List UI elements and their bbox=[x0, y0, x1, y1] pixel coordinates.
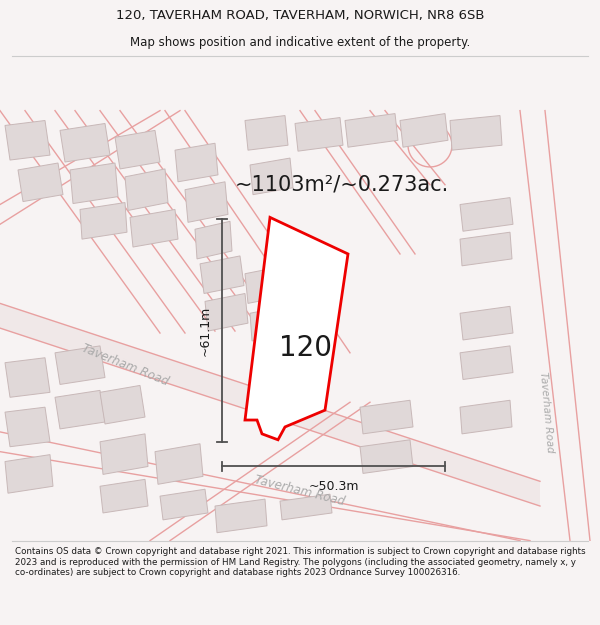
Polygon shape bbox=[5, 407, 50, 447]
Polygon shape bbox=[155, 444, 203, 484]
Polygon shape bbox=[100, 386, 145, 424]
Polygon shape bbox=[250, 158, 293, 194]
Polygon shape bbox=[200, 256, 244, 294]
Polygon shape bbox=[5, 454, 53, 493]
Polygon shape bbox=[55, 391, 105, 429]
Polygon shape bbox=[345, 114, 398, 148]
Polygon shape bbox=[295, 118, 343, 151]
Polygon shape bbox=[360, 400, 413, 434]
Polygon shape bbox=[130, 209, 178, 247]
Polygon shape bbox=[195, 221, 232, 259]
Text: Taverham Road: Taverham Road bbox=[80, 341, 170, 388]
Polygon shape bbox=[100, 434, 148, 474]
Text: 120: 120 bbox=[278, 334, 331, 362]
Polygon shape bbox=[115, 131, 160, 169]
Polygon shape bbox=[100, 479, 148, 513]
Polygon shape bbox=[400, 114, 448, 148]
Polygon shape bbox=[460, 306, 513, 340]
Polygon shape bbox=[185, 182, 228, 222]
Polygon shape bbox=[18, 163, 63, 201]
Polygon shape bbox=[55, 346, 105, 384]
Polygon shape bbox=[60, 124, 110, 162]
Polygon shape bbox=[245, 266, 288, 303]
Polygon shape bbox=[460, 346, 513, 379]
Polygon shape bbox=[460, 232, 512, 266]
Polygon shape bbox=[250, 306, 292, 341]
Text: ~50.3m: ~50.3m bbox=[308, 481, 359, 493]
Polygon shape bbox=[160, 489, 208, 520]
Text: Map shows position and indicative extent of the property.: Map shows position and indicative extent… bbox=[130, 36, 470, 49]
Text: Contains OS data © Crown copyright and database right 2021. This information is : Contains OS data © Crown copyright and d… bbox=[15, 548, 586, 577]
Polygon shape bbox=[245, 217, 348, 440]
Polygon shape bbox=[450, 116, 502, 150]
Polygon shape bbox=[5, 357, 50, 398]
Polygon shape bbox=[0, 303, 540, 506]
Text: 120, TAVERHAM ROAD, TAVERHAM, NORWICH, NR8 6SB: 120, TAVERHAM ROAD, TAVERHAM, NORWICH, N… bbox=[116, 9, 484, 22]
Polygon shape bbox=[205, 294, 248, 331]
Polygon shape bbox=[70, 163, 118, 204]
Polygon shape bbox=[460, 400, 512, 434]
Text: Taverham Road: Taverham Road bbox=[254, 474, 346, 509]
Polygon shape bbox=[245, 116, 288, 150]
Text: ~61.1m: ~61.1m bbox=[199, 306, 212, 356]
Text: Taverham Road: Taverham Road bbox=[538, 371, 556, 453]
Polygon shape bbox=[460, 198, 513, 231]
Text: ~1103m²/~0.273ac.: ~1103m²/~0.273ac. bbox=[235, 175, 449, 195]
Polygon shape bbox=[80, 202, 127, 239]
Polygon shape bbox=[5, 121, 50, 160]
Polygon shape bbox=[125, 169, 168, 211]
Polygon shape bbox=[215, 499, 267, 532]
Polygon shape bbox=[360, 440, 413, 473]
Polygon shape bbox=[175, 143, 218, 182]
Polygon shape bbox=[280, 494, 332, 520]
